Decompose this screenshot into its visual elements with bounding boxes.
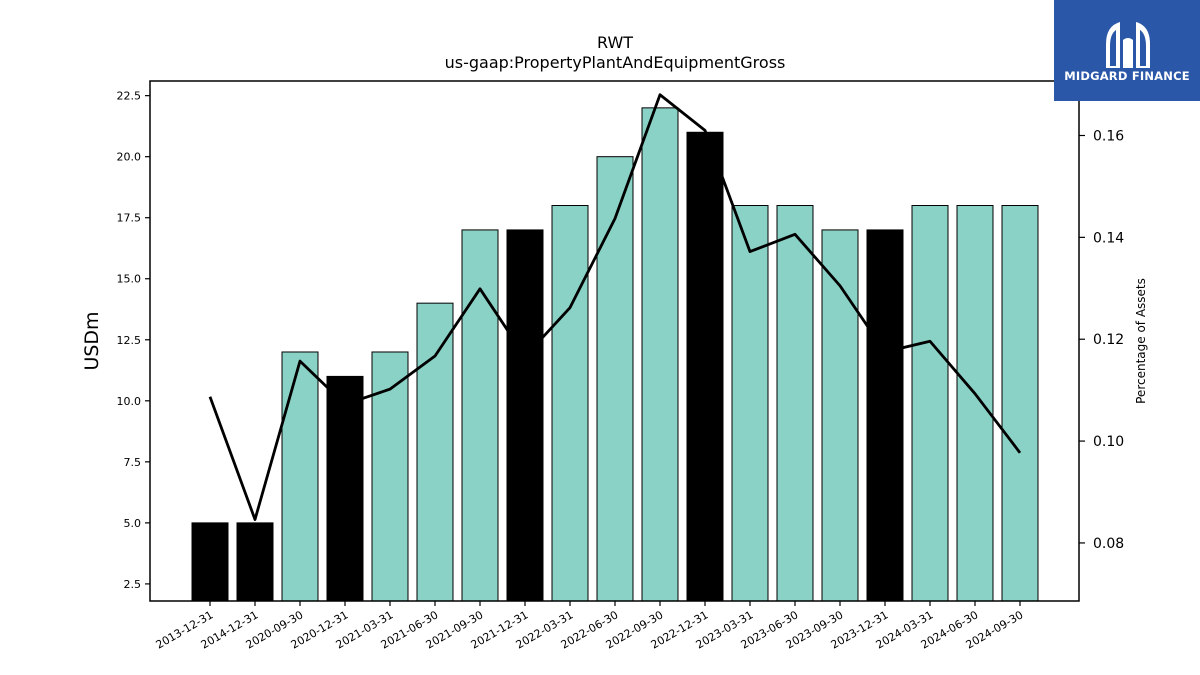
x-axis: 2013-12-312014-12-312020-09-302020-12-31…	[154, 601, 1026, 652]
bars-group	[191, 107, 1039, 602]
y-tick-label: 12.5	[117, 334, 142, 347]
bar	[686, 131, 724, 602]
bar	[416, 302, 454, 602]
y2-tick-label: 0.10	[1093, 434, 1124, 450]
y2-tick-label: 0.16	[1093, 128, 1124, 144]
bar	[326, 375, 364, 602]
y2-tick-label: 0.08	[1093, 536, 1124, 552]
y2-tick-label: 0.12	[1093, 332, 1124, 348]
series-line	[208, 93, 1022, 521]
y-tick-label: 20.0	[117, 151, 142, 164]
y-axis: 2.5 5.0 7.5 10.0 12.5 15.0 17.5 20.0 22.5	[117, 90, 150, 591]
bar	[731, 205, 769, 602]
y2-axis-label: Percentage of Assets	[1134, 278, 1148, 404]
chart-subtitle: us-gaap:PropertyPlantAndEquipmentGross	[445, 53, 786, 72]
bar	[866, 229, 904, 602]
bar	[236, 522, 274, 602]
bar	[551, 205, 589, 602]
y-tick-label: 15.0	[117, 273, 142, 286]
bar	[281, 351, 319, 602]
y-tick-label: 22.5	[117, 90, 142, 103]
bar	[191, 522, 229, 602]
bar	[911, 205, 949, 602]
bar	[461, 229, 499, 602]
bar	[596, 156, 634, 602]
y2-axis: 0.08 0.10 0.12 0.14 0.16	[1079, 128, 1124, 552]
bar	[641, 107, 679, 602]
bar	[506, 229, 544, 602]
line-group	[208, 93, 1022, 521]
midgard-finance-logo: MIDGARD FINANCE	[1054, 0, 1200, 101]
y-tick-label: 5.0	[124, 517, 142, 530]
chart-title: RWT	[597, 33, 633, 52]
y-tick-label: 7.5	[124, 456, 142, 469]
logo-text: MIDGARD FINANCE	[1064, 69, 1190, 83]
bar	[821, 229, 859, 602]
y2-tick-label: 0.14	[1093, 230, 1124, 246]
bar	[956, 205, 994, 602]
y-axis-label: USDm	[81, 311, 103, 370]
bar	[1001, 205, 1039, 602]
y-tick-label: 17.5	[117, 212, 142, 225]
y-tick-label: 10.0	[117, 395, 142, 408]
bar	[776, 205, 814, 602]
logo-mark-icon	[1106, 22, 1150, 68]
y-tick-label: 2.5	[124, 578, 142, 591]
